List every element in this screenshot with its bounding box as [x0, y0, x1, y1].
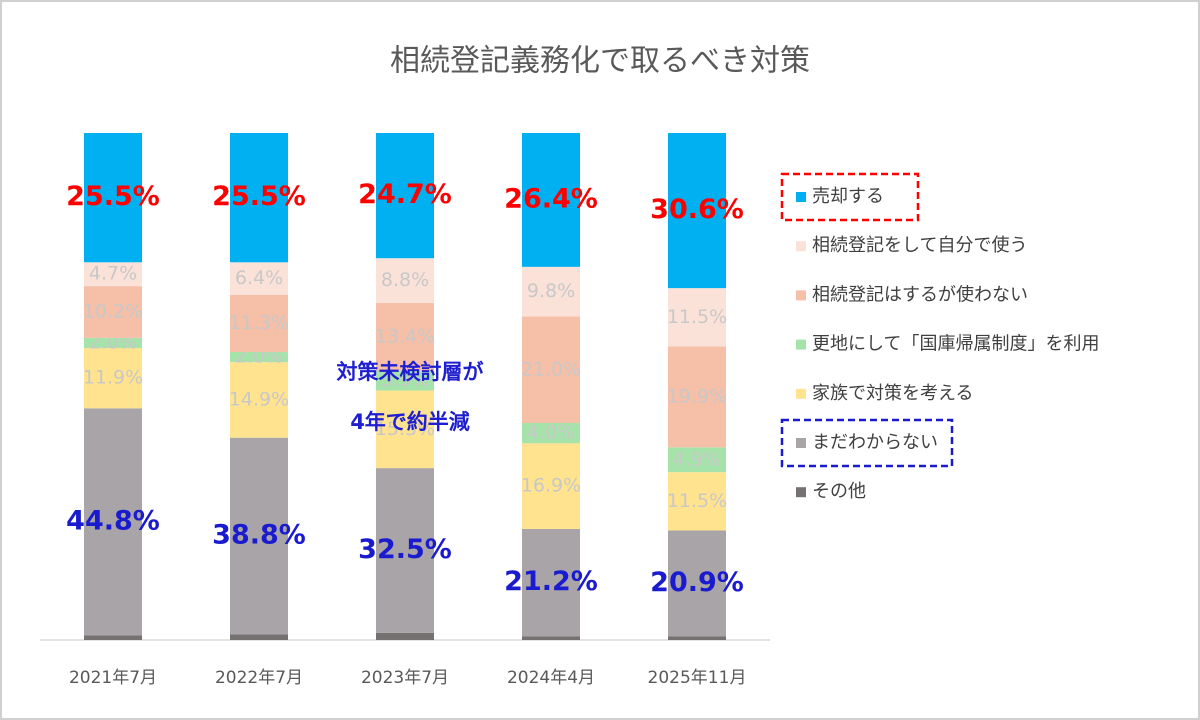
value-label: 13.4%: [375, 325, 435, 347]
legend-label: 更地にして「国庫帰属制度」を利用: [812, 334, 1099, 355]
value-label: 19.9%: [667, 385, 727, 407]
chart-title: 相続登記義務化で取るべき対策: [390, 44, 810, 79]
value-label: 44.8%: [66, 505, 160, 536]
value-label: 3.9%: [381, 369, 429, 391]
value-label: 11.5%: [667, 306, 727, 328]
value-label: 11.9%: [83, 367, 143, 389]
bar-segment: [668, 133, 726, 289]
value-label: 14.9%: [229, 388, 289, 410]
bar-segment: [522, 443, 580, 529]
legend-swatch: [796, 438, 806, 448]
value-label: 21.2%: [504, 566, 598, 597]
highlight-box: [780, 418, 954, 468]
annotation: 4年で約半減: [350, 410, 470, 434]
bar-segment: [376, 302, 434, 371]
bar-segment: [84, 286, 142, 338]
x-tick-label: 2024年4月: [507, 668, 595, 688]
bar-segment: [522, 528, 580, 637]
bar-segment: [84, 133, 142, 263]
legend-label: まだわからない: [812, 432, 938, 453]
value-label: 11.3%: [229, 312, 289, 334]
bar-segment: [376, 133, 434, 259]
value-label: 25.5%: [212, 181, 306, 212]
value-label: 30.6%: [650, 194, 744, 225]
value-label: 4.9%: [673, 448, 721, 470]
bar-segment: [230, 437, 288, 635]
value-label: 32.5%: [358, 534, 452, 565]
legend-swatch: [796, 192, 806, 202]
bar-segment: [230, 362, 288, 438]
bar-segment: [84, 635, 142, 640]
value-label: 21.0%: [521, 358, 581, 380]
value-label: 6.4%: [235, 267, 283, 289]
value-label: 4.7%: [89, 263, 137, 285]
bar-segment: [522, 133, 580, 267]
bar-segment: [668, 472, 726, 531]
bar-segment: [668, 447, 726, 473]
bar-segment: [522, 423, 580, 444]
x-tick-label: 2022年7月: [215, 668, 303, 688]
bar-segment: [376, 370, 434, 391]
value-label: 24.7%: [358, 179, 452, 210]
bar-segment: [230, 294, 288, 353]
annotation: 対策未検討層が: [337, 360, 484, 384]
legend-label: その他: [812, 481, 866, 502]
bar-segment: [376, 390, 434, 469]
bar-segment: [522, 636, 580, 640]
x-tick-label: 2025年11月: [648, 668, 747, 688]
bar-segment: [230, 133, 288, 263]
legend-swatch: [796, 487, 806, 498]
value-label: 26.4%: [504, 183, 598, 214]
bar-segment: [668, 530, 726, 637]
bar-segment: [522, 316, 580, 424]
value-label: 20.9%: [650, 567, 744, 598]
legend-label: 相続登記はするが使わない: [812, 284, 1028, 305]
x-tick-label: 2021年7月: [69, 668, 157, 688]
value-label: 15.3%: [375, 418, 435, 440]
bar-segment: [522, 266, 580, 317]
bar-segment: [376, 468, 434, 633]
legend-swatch: [796, 388, 806, 399]
highlight-box: [780, 172, 920, 222]
legend-swatch: [796, 339, 806, 350]
bar-segment: [668, 288, 726, 347]
legend-label: 売却する: [812, 186, 884, 207]
bar-segment: [230, 262, 288, 295]
value-label: 11.5%: [667, 490, 727, 512]
bar-segment: [376, 258, 434, 303]
value-label: 8.8%: [381, 269, 429, 291]
value-label: 16.9%: [521, 475, 581, 497]
bar-segment: [668, 346, 726, 448]
legend-swatch: [796, 241, 806, 252]
legend-label: 家族で対策を考える: [812, 383, 973, 404]
value-label: 9.8%: [527, 280, 575, 302]
legend-swatch: [796, 290, 806, 301]
bar-segment: [230, 352, 288, 363]
bar-segment: [84, 337, 142, 348]
value-label: 4.0%: [527, 422, 575, 444]
x-tick-label: 2023年7月: [361, 668, 449, 688]
bar-segment: [84, 262, 142, 287]
bar-segment: [668, 636, 726, 640]
value-label: 38.8%: [212, 520, 306, 551]
bar-segment: [84, 408, 142, 636]
bar-segment: [376, 632, 434, 640]
value-label: 25.5%: [66, 181, 160, 212]
bar-segment: [84, 347, 142, 409]
bar-segment: [230, 634, 288, 640]
legend-label: 相続登記をして自分で使う: [812, 235, 1027, 256]
value-label: 10.2%: [83, 300, 143, 322]
